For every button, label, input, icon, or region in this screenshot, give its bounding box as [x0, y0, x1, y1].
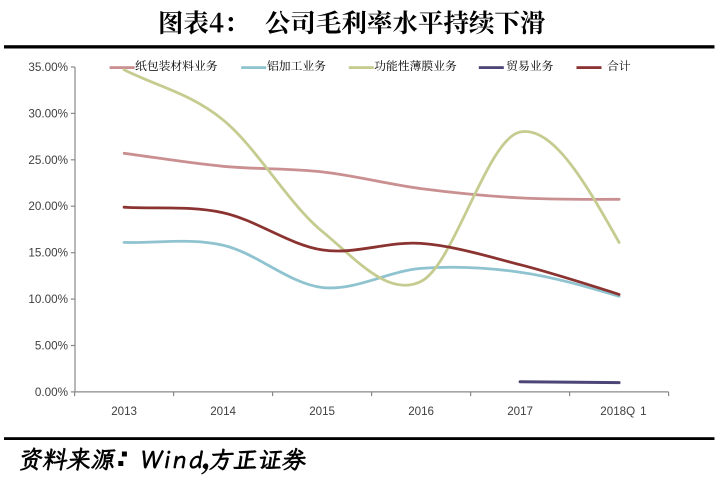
- svg-text:10.00%: 10.00%: [28, 293, 68, 306]
- svg-text:2014: 2014: [210, 405, 236, 418]
- svg-text:25.00%: 25.00%: [28, 154, 68, 167]
- svg-text:15.00%: 15.00%: [28, 247, 68, 260]
- svg-text:2013: 2013: [111, 405, 137, 418]
- svg-text:2017: 2017: [507, 405, 533, 418]
- svg-text:2015: 2015: [309, 405, 335, 418]
- svg-text:5.00%: 5.00%: [35, 340, 68, 353]
- svg-text:30.00%: 30.00%: [28, 107, 68, 120]
- svg-text:0.00%: 0.00%: [35, 386, 68, 399]
- svg-text:20.00%: 20.00%: [28, 200, 68, 213]
- svg-text:2016: 2016: [408, 405, 434, 418]
- svg-text:35.00%: 35.00%: [28, 61, 68, 74]
